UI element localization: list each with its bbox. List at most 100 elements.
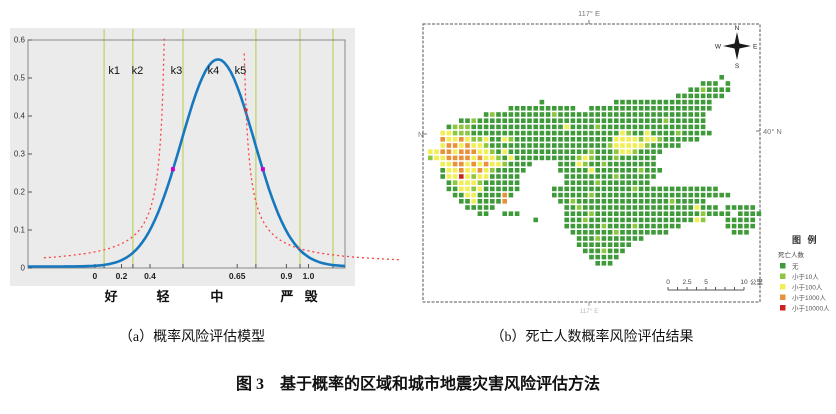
map-cell xyxy=(601,205,607,210)
map-cell xyxy=(620,137,625,142)
map-cell xyxy=(477,130,483,136)
map-cell xyxy=(564,112,569,117)
map-cell xyxy=(483,118,489,123)
map-cell xyxy=(595,161,600,167)
map-cell xyxy=(614,149,619,154)
map-cell xyxy=(558,149,563,154)
map-cell xyxy=(583,248,588,254)
map-cell xyxy=(707,106,712,111)
scale-bar-label: 5 xyxy=(704,279,708,286)
map-cell xyxy=(483,130,489,136)
map-cell xyxy=(700,93,706,99)
map-cell xyxy=(496,124,501,130)
map-cell xyxy=(731,217,737,223)
map-cell xyxy=(589,124,594,130)
map-cell xyxy=(589,174,594,179)
map-cell xyxy=(446,137,452,142)
map-cell xyxy=(589,211,594,216)
map-cell xyxy=(514,174,520,179)
map-cell xyxy=(645,211,650,216)
map-cell xyxy=(676,199,681,204)
magenta-marker xyxy=(260,167,265,172)
map-cell xyxy=(564,186,569,192)
map-cell xyxy=(607,217,613,223)
map-cell xyxy=(502,192,507,198)
map-cell xyxy=(700,106,706,111)
map-cell xyxy=(521,130,526,136)
map-cell xyxy=(496,161,501,167)
map-cell xyxy=(564,223,569,229)
map-cell xyxy=(477,205,483,210)
map-cell xyxy=(496,118,501,123)
map-cell xyxy=(589,137,594,142)
map-cell xyxy=(694,124,700,130)
map-cell xyxy=(589,186,594,192)
map-cell xyxy=(527,112,532,117)
lat-label-left: N xyxy=(418,130,423,139)
map-cell xyxy=(620,223,625,229)
map-cell xyxy=(496,168,501,173)
map-cell xyxy=(452,143,458,148)
map-cell xyxy=(614,143,619,148)
map-cell xyxy=(738,205,743,210)
map-cell xyxy=(477,174,483,179)
map-cell xyxy=(552,186,557,192)
map-cell xyxy=(490,199,495,204)
map-cell xyxy=(688,192,693,198)
map-cell xyxy=(533,106,538,111)
map-cell xyxy=(651,112,656,117)
map-cell xyxy=(601,236,607,241)
map-cell xyxy=(620,236,625,241)
map-cell xyxy=(676,112,681,117)
map-cell xyxy=(632,99,638,105)
map-cell xyxy=(576,242,582,247)
damage-category-label: 轻 xyxy=(156,289,169,304)
map-cell xyxy=(651,124,656,130)
map-cell xyxy=(490,186,495,192)
map-cell xyxy=(552,106,557,111)
map-cell xyxy=(583,180,588,185)
map-cell xyxy=(614,186,619,192)
map-cell xyxy=(471,205,476,210)
map-cell xyxy=(595,186,600,192)
map-cell xyxy=(589,248,594,254)
map-cell xyxy=(657,199,662,204)
map-cell xyxy=(539,112,545,117)
map-cell xyxy=(688,130,693,136)
map-cell xyxy=(508,130,514,136)
map-cell xyxy=(576,230,582,235)
map-cell xyxy=(638,106,644,111)
map-cell xyxy=(595,217,600,223)
map-cell xyxy=(570,217,576,223)
x-tick-label: 1.0 xyxy=(303,271,315,281)
damage-category-label: 严 xyxy=(279,289,293,304)
map-cell xyxy=(589,223,594,229)
map-cell xyxy=(471,143,476,148)
map-cell xyxy=(607,168,613,173)
map-cell xyxy=(626,99,631,105)
map-cell xyxy=(440,161,445,167)
map-cell xyxy=(669,217,675,223)
map-cell xyxy=(521,118,526,123)
map-cell xyxy=(676,186,681,192)
map-cell xyxy=(465,205,470,210)
map-cell xyxy=(471,149,476,154)
map-cell xyxy=(626,124,631,130)
map-cell xyxy=(440,143,445,148)
map-cell xyxy=(514,137,520,142)
map-cell xyxy=(651,223,656,229)
map-cell xyxy=(459,143,464,148)
map-cell xyxy=(539,118,545,123)
map-cell xyxy=(589,192,594,198)
map-cell xyxy=(459,161,464,167)
map-cell xyxy=(738,230,743,235)
map-cell xyxy=(595,137,600,142)
curves xyxy=(28,38,399,268)
map-cell xyxy=(521,112,526,117)
map-cell xyxy=(676,106,681,111)
map-cell xyxy=(589,106,594,111)
map-cell xyxy=(632,143,638,148)
map-cell xyxy=(651,106,656,111)
map-cell xyxy=(589,230,594,235)
map-cell xyxy=(471,124,476,130)
